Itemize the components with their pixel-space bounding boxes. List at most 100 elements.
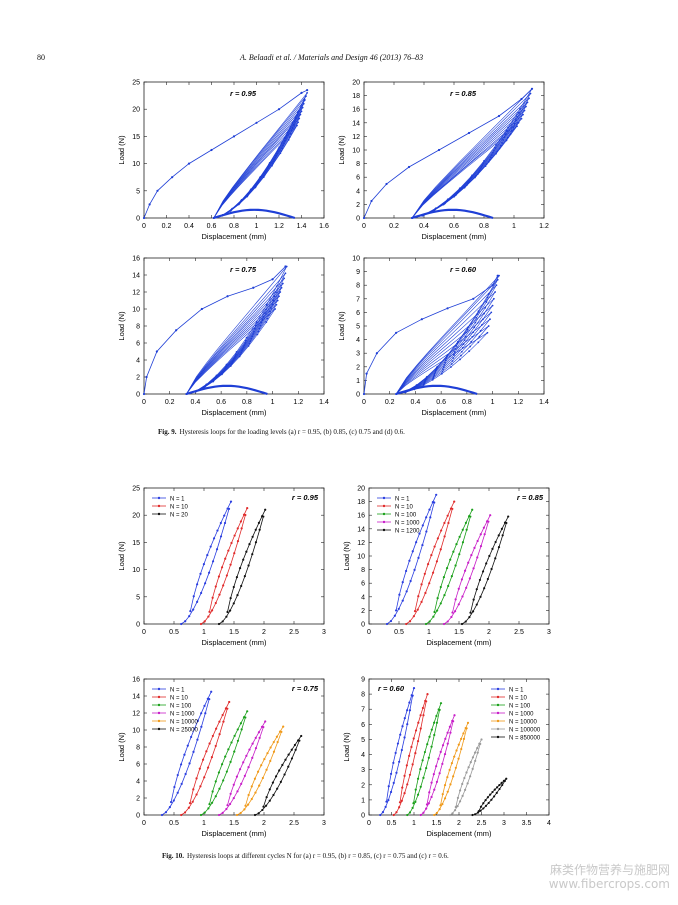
cycle-point xyxy=(476,539,479,543)
cycle-point xyxy=(421,543,424,547)
loop-point xyxy=(494,291,497,293)
cycle-point xyxy=(448,813,452,817)
cycle-point xyxy=(245,754,248,757)
base-cluster-line xyxy=(186,384,268,396)
y-tick-label: 9 xyxy=(361,677,365,684)
x-tick-label: 0.4 xyxy=(419,223,429,230)
cycle-point xyxy=(455,749,458,752)
cycle-point xyxy=(446,742,449,745)
cycle-point xyxy=(379,813,382,817)
loop-point xyxy=(268,161,271,164)
x-tick-label: 0.8 xyxy=(462,399,472,406)
cycle-point xyxy=(403,792,406,795)
first-cycle-point xyxy=(232,135,236,138)
legend-label: N = 100 xyxy=(509,703,531,709)
cycle-point xyxy=(274,775,278,778)
load-ratio-annotation: r = 0.60 xyxy=(450,265,477,274)
cycle-point xyxy=(226,804,229,807)
cycle-point xyxy=(489,514,492,517)
cycle-point xyxy=(424,591,427,595)
loop-point xyxy=(483,312,485,315)
cycle-point xyxy=(253,777,257,780)
cycle-point xyxy=(464,521,468,524)
x-tick-label: 2.5 xyxy=(477,820,487,827)
cycle-point xyxy=(446,620,449,623)
load-ratio-annotation: r = 0.95 xyxy=(230,89,257,98)
y-tick-label: 6 xyxy=(136,762,140,769)
loop-loading-line xyxy=(411,102,528,219)
x-tick-label: 1 xyxy=(512,223,516,230)
loop-point xyxy=(463,339,466,342)
cycle-point xyxy=(500,781,503,785)
y-axis-label: Load (N) xyxy=(117,135,126,165)
x-tick-label: 1.4 xyxy=(297,223,307,230)
cycle-point xyxy=(419,813,422,817)
fig9a-chart: 0 0.2 0.4 0.6 0.8 1 1.2 1.4 1.6 0 5 10 15 20 25 Displac… xyxy=(117,80,329,242)
y-tick-label: 5 xyxy=(361,737,365,744)
loop-point xyxy=(487,325,490,327)
cycle-series xyxy=(385,493,438,626)
cycle-point xyxy=(469,761,472,764)
loop-point xyxy=(436,365,439,368)
x-tick-label: 1.5 xyxy=(432,820,442,827)
cycle-point xyxy=(192,608,195,611)
cycle-point xyxy=(260,764,263,767)
cycle-point xyxy=(433,733,436,737)
cycle-point xyxy=(416,740,420,743)
cycle-point xyxy=(419,768,422,771)
legend-label: N = 1000 xyxy=(395,520,420,526)
cycle-loading-line xyxy=(236,731,282,816)
loop-point xyxy=(266,317,269,320)
cycle-unloading-line xyxy=(189,701,230,804)
cycle-point xyxy=(257,521,261,524)
cycle-point xyxy=(394,751,397,755)
legend-label: N = 1 xyxy=(170,496,185,502)
cycle-unloading-line xyxy=(245,726,284,806)
loop-point xyxy=(256,333,259,336)
cycle-point xyxy=(232,783,235,786)
cycle-point xyxy=(467,515,471,518)
cycle-point xyxy=(264,508,267,511)
cycle-point xyxy=(485,562,488,565)
loop-unloading-line xyxy=(411,110,525,219)
cycle-point xyxy=(443,784,447,787)
cycle-point xyxy=(482,802,485,805)
cycle-point xyxy=(262,805,265,808)
cycle-point xyxy=(461,782,464,786)
loop-point xyxy=(444,361,446,364)
x-tick-label: 1 xyxy=(271,399,275,406)
y-tick-label: 12 xyxy=(132,711,140,718)
loop-point xyxy=(263,312,266,315)
loop-point xyxy=(280,286,283,289)
cycle-point xyxy=(408,620,412,623)
legend-marker xyxy=(157,504,161,508)
cycle-point xyxy=(411,806,414,809)
cycle-point xyxy=(473,546,476,550)
cycle-point xyxy=(451,719,454,723)
x-tick-label: 2 xyxy=(262,629,266,636)
cycle-point xyxy=(251,553,254,556)
y-axis-label: Load (N) xyxy=(117,541,126,571)
cycle-point xyxy=(405,764,408,767)
loop-point xyxy=(442,368,444,371)
loop-point xyxy=(272,299,275,302)
cycle-point xyxy=(411,763,414,766)
cycle-point xyxy=(240,782,243,786)
loop-unloading-line xyxy=(186,287,282,395)
cycle-unloading-line xyxy=(413,703,442,804)
cycle-point xyxy=(236,790,239,793)
cycle-point xyxy=(453,500,456,503)
x-tick-label: 0 xyxy=(142,629,146,636)
cycle-point xyxy=(466,721,470,724)
cycle-point xyxy=(420,583,423,586)
cycle-point xyxy=(435,811,439,815)
loop-point xyxy=(205,383,208,386)
x-tick-label: 1.4 xyxy=(539,399,549,406)
first-cycle-point xyxy=(407,165,411,169)
load-ratio-annotation: r = 0.60 xyxy=(378,684,405,693)
x-tick-label: 2 xyxy=(457,820,461,827)
cycle-point xyxy=(219,535,223,538)
x-tick-label: 0 xyxy=(367,820,371,827)
cycle-point xyxy=(222,720,225,723)
cycle-point xyxy=(229,500,233,503)
